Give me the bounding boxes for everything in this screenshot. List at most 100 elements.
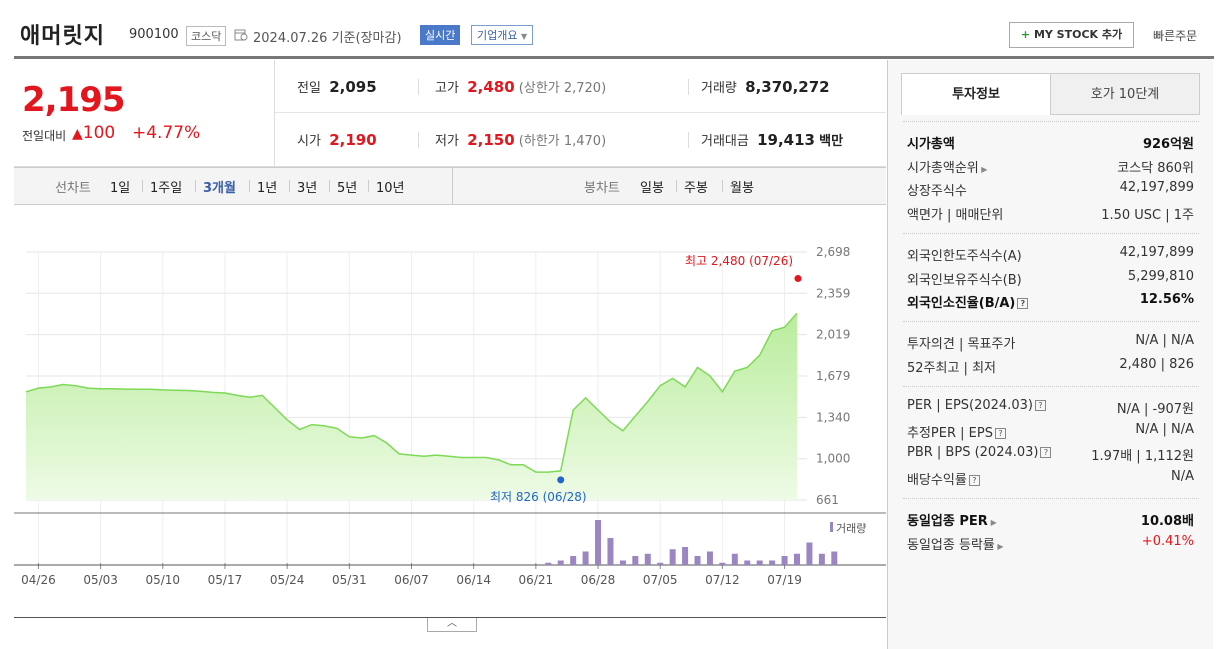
info-label-text: 시가총액 [907,137,955,152]
volume-bar [557,560,564,565]
period-option[interactable]: 1주일 [150,181,183,196]
chevron-right-icon[interactable]: ▶ [978,164,988,174]
divider [452,168,453,204]
add-mystock-button[interactable]: + MY STOCK 추가 [1009,22,1134,48]
volume-bar [794,553,800,565]
help-icon[interactable]: ? [1040,447,1052,458]
period-option[interactable]: 10년 [376,181,405,196]
divider [418,79,419,95]
x-tick-label: 05/17 [208,573,243,587]
divider [142,180,143,192]
period-option[interactable]: 3개월 [203,181,236,196]
candle-option[interactable]: 주봉 [684,181,708,196]
y-tick-label: 1,000 [816,452,850,466]
divider [688,79,689,95]
volume-bar [669,549,676,565]
chevron-up-icon: ︿ [447,618,457,629]
volume-bar [806,542,813,565]
low-label: 저가 [435,134,459,149]
help-icon[interactable]: ? [1034,400,1046,411]
x-tick-label: 05/31 [332,573,367,587]
x-tick-label: 07/05 [643,573,678,587]
chevron-right-icon[interactable]: ▶ [987,518,997,527]
y-tick-label: 2,359 [816,286,850,300]
info-value: N/A | -907원 [1116,402,1194,417]
volume-bar [818,553,825,565]
company-overview-dropdown[interactable]: 기업개요 ▼ [471,25,534,45]
info-label-text: 외국인소진율(B/A) [907,296,1016,311]
section-divider [903,498,1199,499]
info-label: 시가총액순위 ▶ [907,157,987,176]
realtime-button[interactable]: 실시간 [420,25,461,45]
divider [274,60,275,167]
collapse-chart-button[interactable]: ︿ [427,618,477,632]
chevron-right-icon[interactable]: ▶ [994,541,1004,551]
info-value: 42,197,899 [1119,245,1194,260]
tab-invest-info[interactable]: 투자정보 [901,73,1051,115]
prev-compare-label: 전일대비 [22,129,67,143]
info-label: PER | EPS(2024.03)? [907,398,1046,413]
help-icon[interactable]: ? [994,427,1006,439]
info-value: 42,197,899 [1119,180,1194,195]
volume-value: 8,370,272 [745,78,830,96]
info-value: 1.50 USC | 1주 [1101,207,1194,223]
help-icon[interactable]: ? [1017,298,1029,309]
info-label: 동일업종 PER ▶ [907,510,997,529]
candle-option[interactable]: 일봉 [640,181,664,196]
x-tick-label: 05/24 [270,573,305,587]
period-selector-bar [14,167,886,205]
volume-bar [632,556,639,565]
mystock-label: MY STOCK 추가 [1033,28,1123,41]
help-icon[interactable]: ? [968,474,980,486]
info-value: N/A | N/A [1135,421,1194,437]
volume-bar [619,560,626,565]
trade-value-label: 거래대금 [701,134,749,149]
volume-bar [731,553,738,565]
info-label-text: PER | EPS(2024.03) [907,398,1033,413]
chart-bottom-border [14,617,886,618]
quick-order-link[interactable]: 빠른주문 [1153,29,1198,43]
upper-limit: (상한가 2,720) [518,81,607,96]
date-suffix: 기준(장마감) [331,31,402,46]
info-label: 추정PER | EPS? [907,422,1006,441]
volume-bar [831,551,838,565]
info-label-text: 동일업종 PER [907,514,988,529]
trade-value-unit: 백만 [819,134,844,149]
price-summary [14,60,886,167]
low-price: 저가 2,150 (하한가 1,470) [435,130,606,149]
volume-bar [607,538,614,565]
high-label: 고가 [435,81,459,96]
section-divider [903,233,1199,234]
x-tick-label: 05/10 [145,573,180,587]
info-label-text: 투자의견 | 목표주가 [907,337,1016,352]
x-tick-label: 06/14 [456,573,491,587]
info-value: 10.08배 [1140,514,1194,529]
min-annotation: 최저 826 (06/28) [490,490,587,504]
info-label: 액면가 | 매매단위 [907,204,1003,223]
price-chart[interactable]: 2,698 2,359 2,019 1,679 1,340 1,000 661 04/26 05… [14,230,886,600]
up-arrow-icon: ▲ [72,126,83,142]
info-value: 2,480 | 826 [1119,356,1194,372]
period-option[interactable]: 1년 [257,181,278,196]
tab-orderbook[interactable]: 호가 10단계 [1050,73,1200,115]
volume-bar [595,520,602,565]
volume-legend-swatch [830,522,833,532]
period-option[interactable]: 3년 [297,181,318,196]
trade-value-amount: 19,413 [757,131,815,149]
info-value: N/A | N/A [1135,333,1194,348]
info-label-text: 52주최고 | 최저 [907,360,996,376]
info-value: 926억원 [1142,137,1194,152]
period-option[interactable]: 5년 [337,181,358,196]
divider [289,180,290,192]
period-option[interactable]: 1일 [110,181,131,196]
divider [368,180,369,192]
y-tick-label: 1,340 [816,410,850,424]
open-price: 시가 2,190 [297,130,377,149]
quote-date: 2024.07.26 기준(장마감) [253,27,402,46]
date-value: 2024.07.26 [253,31,328,46]
info-label-text: 외국인한도주식수(A) [907,249,1022,264]
stock-name: 애머릿지 [20,24,105,49]
stock-code: 900100 [129,27,179,42]
candle-option[interactable]: 월봉 [730,181,754,196]
volume-bar [719,562,726,565]
